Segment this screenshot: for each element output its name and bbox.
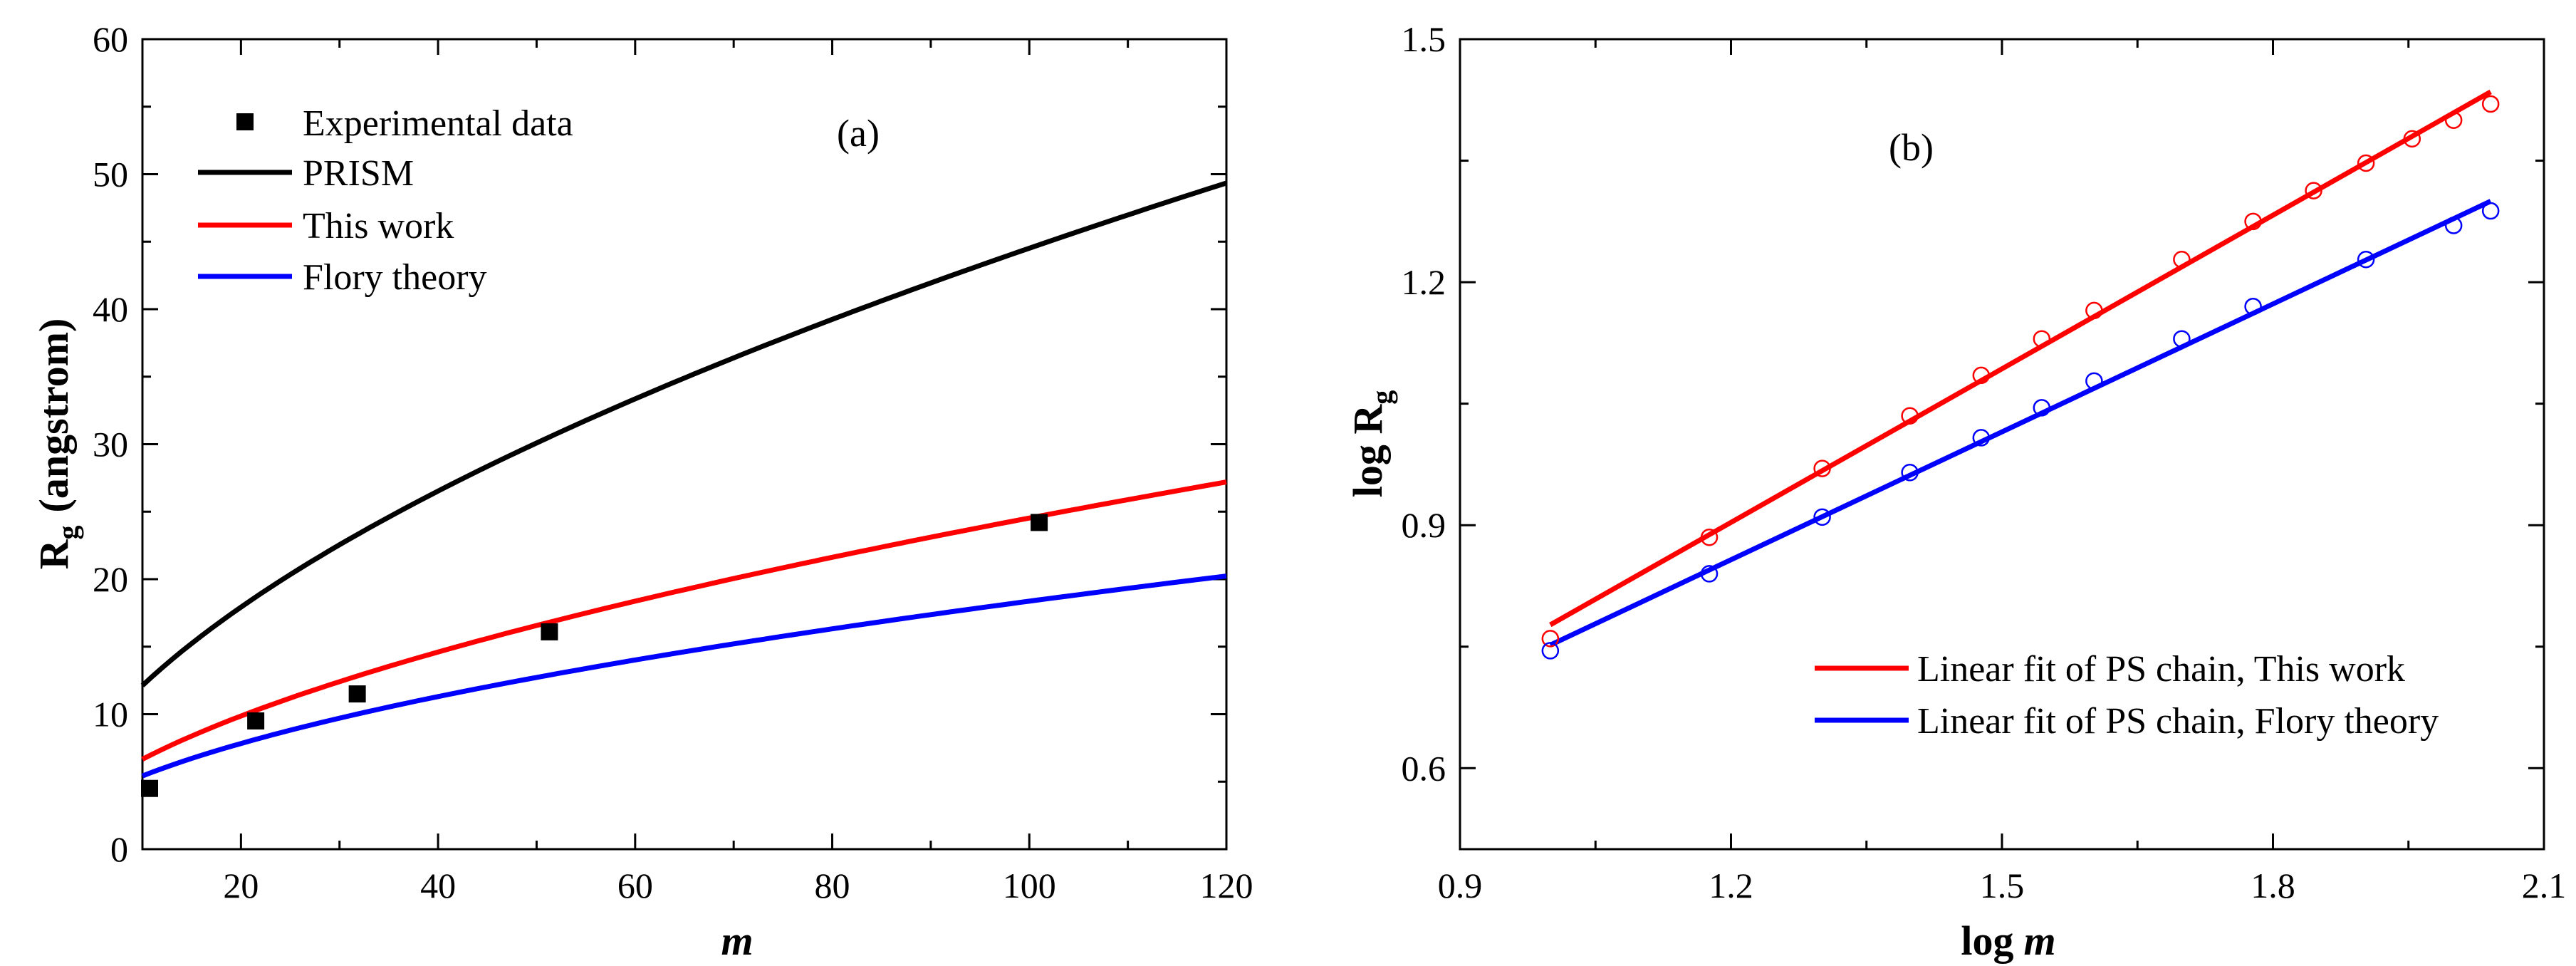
curve-this-work [141, 479, 1227, 762]
legend-label-this-work: This work [303, 206, 454, 246]
data-point [2481, 95, 2500, 113]
panel-b-xlabel-var: m [2024, 918, 2056, 964]
panel-b-series [1541, 89, 2500, 660]
legend-label-fit-this-work: Linear fit of PS chain, This work [1917, 649, 2405, 690]
b-x-tick-label: 1.2 [1709, 866, 1753, 905]
panel-b-label: (b) [1889, 126, 1934, 169]
data-point [1700, 565, 1719, 583]
data-point [1901, 407, 1919, 425]
data-point [1813, 459, 1831, 477]
a-y-tick-label: 10 [93, 695, 128, 734]
data-point [2244, 297, 2262, 316]
panel-b-ylabel-sub: g [1366, 390, 1398, 405]
data-point [2357, 154, 2375, 172]
a-y-tick-label: 40 [93, 289, 128, 329]
a-y-tick-label: 50 [93, 155, 128, 194]
b-x-tick-label: 1.5 [1980, 866, 2025, 905]
experimental-point [348, 685, 366, 703]
legend-label-fit-flory: Linear fit of PS chain, Flory theory [1917, 701, 2439, 742]
a-y-tick-label: 60 [93, 19, 128, 59]
b-x-tick-label: 2.1 [2522, 866, 2567, 905]
b-y-tick-label: 1.2 [1402, 262, 1446, 302]
data-point [2085, 301, 2103, 320]
panel-b-ylabel: log Rg [1345, 390, 1398, 498]
legend-label-experimental: Experimental data [303, 103, 573, 144]
a-x-tick-label: 80 [815, 866, 850, 905]
data-point [2444, 217, 2463, 234]
panel-b-ylabel-main: log R [1345, 404, 1391, 498]
data-point [1813, 508, 1831, 526]
panel-a-ylabel-rest: (angstrom) [31, 318, 77, 513]
a-y-tick-label: 30 [93, 425, 128, 464]
data-point [2357, 251, 2375, 269]
legend-marker-experimental [236, 113, 254, 130]
panel-b: 0.9 1.2 1.5 1.8 2.1 0.6 0.9 1.2 1.5 (b) Linear f… [1345, 19, 2566, 964]
curve-flory-theory [141, 573, 1227, 779]
b-x-tick-label: 0.9 [1438, 866, 1483, 905]
data-point [2481, 202, 2500, 220]
panel-b-xlabel: log m [1961, 918, 2055, 964]
panel-a-series [140, 180, 1228, 797]
panel-b-axes: 0.9 1.2 1.5 1.8 2.1 0.6 0.9 1.2 1.5 [1402, 19, 2567, 905]
a-y-tick-label: 20 [93, 559, 128, 599]
fit-line [1549, 89, 2492, 628]
data-point [1972, 429, 1991, 447]
data-point [1541, 630, 1560, 648]
experimental-point [541, 623, 558, 640]
panel-a-ylabel-main: R [31, 539, 77, 569]
data-point [2085, 372, 2103, 390]
a-x-tick-label: 40 [420, 866, 456, 905]
data-point [1541, 642, 1560, 660]
data-point [2244, 212, 2262, 231]
panel-a: 20 40 60 80 100 120 0 10 20 30 40 50 60 (a) Experime… [31, 19, 1253, 964]
data-point [1901, 464, 1919, 482]
panel-a-axes: 20 40 60 80 100 120 0 10 20 30 40 50 60 [93, 19, 1253, 905]
data-point [2444, 111, 2463, 129]
data-point [2033, 330, 2051, 348]
panel-a-ylabel-sub: g [52, 525, 84, 539]
panel-a-xlabel: m [721, 918, 753, 964]
panel-a-label: (a) [837, 112, 880, 155]
panel-b-xlabel-prefix: log [1961, 918, 2013, 964]
fit-line [1549, 199, 2492, 648]
a-x-tick-label: 20 [223, 866, 259, 905]
experimental-point [1031, 514, 1048, 531]
curve-prism [140, 180, 1228, 687]
data-point [2403, 130, 2421, 148]
legend-label-prism: PRISM [303, 153, 414, 194]
b-y-tick-label: 0.6 [1402, 748, 1446, 788]
a-y-tick-label: 0 [110, 829, 128, 869]
data-point [2173, 251, 2191, 269]
a-x-tick-label: 100 [1003, 866, 1056, 905]
a-x-tick-label: 120 [1200, 866, 1253, 905]
b-y-tick-label: 0.9 [1402, 505, 1446, 545]
data-point [2033, 399, 2051, 417]
experimental-point [247, 712, 265, 729]
legend-label-flory: Flory theory [303, 257, 487, 298]
b-y-tick-label: 1.5 [1402, 19, 1446, 59]
data-point [2305, 182, 2322, 199]
data-point [1700, 529, 1719, 546]
data-point [1972, 366, 1991, 385]
panel-a-legend: Experimental data PRISM This work Flory … [198, 103, 573, 298]
b-x-tick-label: 1.8 [2251, 866, 2295, 905]
data-point [2173, 330, 2191, 348]
panel-a-ylabel: Rg (angstrom) [31, 318, 84, 570]
panel-b-legend: Linear fit of PS chain, This work Linear… [1815, 649, 2439, 742]
experimental-point [141, 779, 158, 797]
a-x-tick-label: 60 [617, 866, 653, 905]
